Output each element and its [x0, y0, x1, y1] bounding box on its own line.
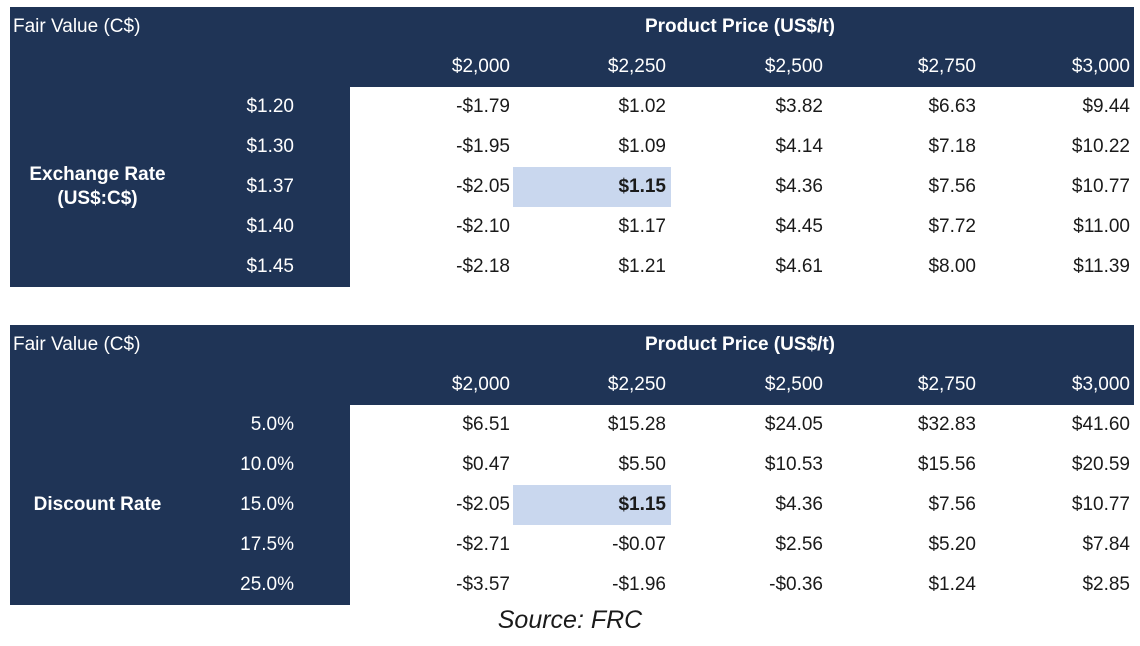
value-cell: $41.60 — [1071, 414, 1130, 435]
value-cell: $4.14 — [775, 136, 823, 157]
table-row: -$2.05 $1.15 $4.36 $7.56 $10.77 — [350, 485, 1134, 525]
table-row: -$3.57 -$1.96 -$0.36 $1.24 $2.85 — [350, 565, 1134, 605]
row-header: $1.30 — [246, 136, 294, 157]
value-cell: -$2.18 — [456, 256, 510, 277]
source-note: Source: FRC — [497, 606, 643, 634]
value-cell: $4.36 — [775, 494, 823, 515]
value-cell: -$3.57 — [456, 574, 510, 595]
value-cell: $20.59 — [1071, 454, 1130, 475]
value-cell: -$2.05 — [456, 494, 510, 515]
value-cell: $7.84 — [1082, 534, 1130, 555]
table-body: Discount Rate 5.0% 10.0% 15.0% 17.5% 25.0% $6.… — [10, 405, 1134, 605]
value-cell: $32.83 — [917, 414, 976, 435]
value-cell: -$2.10 — [456, 216, 510, 237]
value-cell: -$1.96 — [612, 574, 666, 595]
table-row: -$1.79 $1.02 $3.82 $6.63 $9.44 — [350, 87, 1134, 127]
row-header: 10.0% — [240, 454, 294, 475]
table-row: -$1.95 $1.09 $4.14 $7.18 $10.22 — [350, 127, 1134, 167]
highlight-cell-bg — [513, 167, 671, 207]
column-header: $2,000 — [451, 374, 510, 395]
column-header: $2,250 — [607, 374, 666, 395]
value-cell: $1.24 — [928, 574, 976, 595]
column-header: $2,500 — [764, 374, 823, 395]
column-header: $2,750 — [917, 56, 976, 77]
value-cell: $4.61 — [775, 256, 823, 277]
value-cell: $10.53 — [764, 454, 823, 475]
value-cell: $6.63 — [928, 96, 976, 117]
value-cell: -$2.71 — [456, 534, 510, 555]
row-header-panel: Discount Rate 5.0% 10.0% 15.0% 17.5% 25.0% — [10, 405, 350, 605]
value-cell: $2.56 — [775, 534, 823, 555]
column-header: $2,750 — [917, 374, 976, 395]
row-group-header: (US$:C$) — [57, 188, 138, 209]
table-row: -$2.18 $1.21 $4.61 $8.00 $11.39 — [350, 247, 1134, 287]
value-cell: -$0.07 — [612, 534, 666, 555]
highlighted-value-cell: $1.15 — [618, 494, 666, 515]
column-header: $3,000 — [1071, 374, 1130, 395]
corner-label: Fair Value (C$) — [13, 16, 141, 37]
row-header: 5.0% — [250, 414, 294, 435]
column-group-header: Product Price (US$/t) — [644, 16, 836, 37]
value-cell: $7.18 — [928, 136, 976, 157]
exchange-rate-sensitivity-table: Fair Value (C$) Product Price (US$/t) $2,0… — [10, 7, 1134, 287]
value-cell: $24.05 — [764, 414, 823, 435]
value-cell: $7.72 — [928, 216, 976, 237]
value-cell: $5.20 — [928, 534, 976, 555]
table-row: -$2.71 -$0.07 $2.56 $5.20 $7.84 — [350, 525, 1134, 565]
value-cell: $11.00 — [1073, 216, 1130, 237]
row-header: $1.40 — [246, 216, 294, 237]
value-cell: $1.09 — [618, 136, 666, 157]
value-cell: $1.17 — [618, 216, 666, 237]
table-body: Exchange Rate (US$:C$) $1.20 $1.30 $1.37 $1.4… — [10, 87, 1134, 287]
row-header: 25.0% — [240, 574, 294, 595]
row-group-header: Exchange Rate — [29, 164, 166, 185]
value-cell: $6.51 — [462, 414, 510, 435]
column-header: $2,500 — [764, 56, 823, 77]
value-cell: $10.77 — [1071, 494, 1130, 515]
table-row: -$2.05 $1.15 $4.36 $7.56 $10.77 — [350, 167, 1134, 207]
highlight-cell-bg — [513, 485, 671, 525]
value-cell: $15.28 — [607, 414, 666, 435]
row-header: $1.37 — [246, 176, 294, 197]
row-header: 17.5% — [240, 534, 294, 555]
column-header: $2,250 — [607, 56, 666, 77]
table-header: Fair Value (C$) Product Price (US$/t) $2,0… — [10, 7, 1134, 87]
value-cell: $5.50 — [618, 454, 666, 475]
value-cell: -$0.36 — [769, 574, 823, 595]
value-cell: $7.56 — [928, 494, 976, 515]
value-cell: $1.21 — [618, 256, 666, 277]
table-row: $0.47 $5.50 $10.53 $15.56 $20.59 — [350, 445, 1134, 485]
value-cell: $4.45 — [775, 216, 823, 237]
value-cell: $9.44 — [1082, 96, 1130, 117]
row-header: $1.45 — [246, 256, 294, 277]
value-cell: $3.82 — [775, 96, 823, 117]
table-row: $6.51 $15.28 $24.05 $32.83 $41.60 — [350, 405, 1134, 445]
table-header: Fair Value (C$) Product Price (US$/t) $2,0… — [10, 325, 1134, 405]
value-cell: $1.02 — [618, 96, 666, 117]
value-cell: $8.00 — [928, 256, 976, 277]
corner-label: Fair Value (C$) — [13, 334, 141, 355]
column-group-header: Product Price (US$/t) — [644, 334, 836, 355]
value-cell: $2.85 — [1082, 574, 1130, 595]
row-header: 15.0% — [240, 494, 294, 515]
row-group-header: Discount Rate — [33, 494, 162, 515]
value-cell: $10.77 — [1071, 176, 1130, 197]
row-header-panel: Exchange Rate (US$:C$) $1.20 $1.30 $1.37 $1.4… — [10, 87, 350, 287]
row-header: $1.20 — [246, 96, 294, 117]
value-cell: -$1.95 — [456, 136, 510, 157]
value-cell: $15.56 — [917, 454, 976, 475]
value-cell: $11.39 — [1073, 256, 1130, 277]
value-cell: $7.56 — [928, 176, 976, 197]
highlighted-value-cell: $1.15 — [618, 176, 666, 197]
column-header: $2,000 — [451, 56, 510, 77]
table-row: -$2.10 $1.17 $4.45 $7.72 $11.00 — [350, 207, 1134, 247]
value-cell: -$2.05 — [456, 176, 510, 197]
value-cell: $4.36 — [775, 176, 823, 197]
value-cell: $0.47 — [462, 454, 510, 475]
value-cell: $10.22 — [1071, 136, 1130, 157]
discount-rate-sensitivity-table: Fair Value (C$) Product Price (US$/t) $2,0… — [10, 325, 1134, 605]
value-cell: -$1.79 — [456, 96, 510, 117]
column-header: $3,000 — [1071, 56, 1130, 77]
